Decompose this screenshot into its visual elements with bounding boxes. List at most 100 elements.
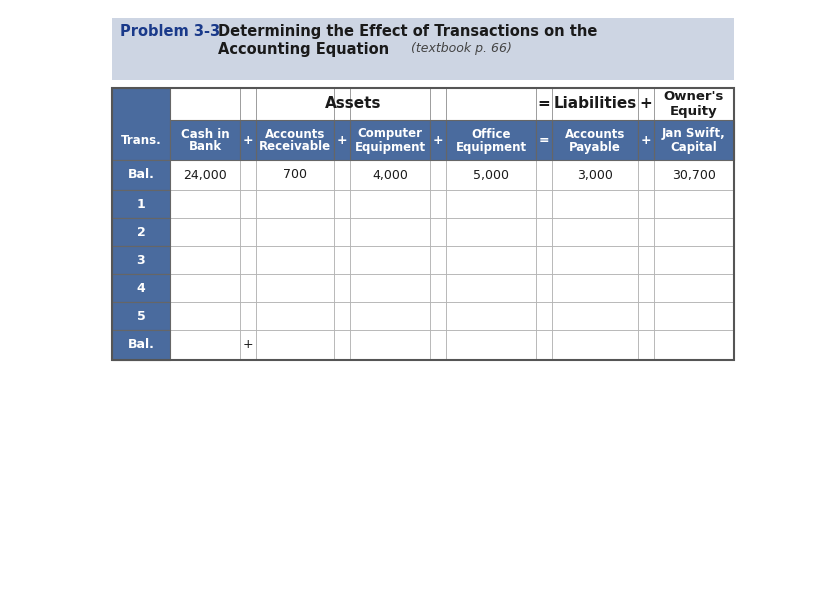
Bar: [112, 274, 170, 302]
Bar: [170, 302, 240, 330]
Bar: [170, 160, 240, 190]
Text: Determining the Effect of Transactions on the: Determining the Effect of Transactions o…: [218, 24, 596, 39]
Bar: [552, 246, 638, 274]
Bar: [446, 302, 535, 330]
Bar: [112, 18, 733, 80]
Text: +: +: [242, 338, 253, 351]
Bar: [429, 88, 446, 120]
Bar: [446, 218, 535, 246]
Bar: [350, 330, 429, 360]
Text: =: =: [537, 96, 550, 112]
Bar: [333, 160, 350, 190]
Bar: [429, 246, 446, 274]
Bar: [112, 246, 170, 274]
Bar: [240, 302, 256, 330]
Bar: [638, 218, 653, 246]
Bar: [429, 190, 446, 218]
Bar: [653, 218, 733, 246]
Bar: [446, 190, 535, 218]
Bar: [638, 302, 653, 330]
Bar: [446, 160, 535, 190]
Text: 30,700: 30,700: [672, 168, 715, 182]
Bar: [350, 120, 429, 160]
Text: =: =: [538, 133, 548, 147]
Bar: [429, 330, 446, 360]
Text: 5,000: 5,000: [472, 168, 509, 182]
Bar: [653, 190, 733, 218]
Bar: [240, 88, 256, 120]
Text: 700: 700: [283, 168, 307, 182]
Bar: [112, 88, 733, 360]
Bar: [535, 190, 552, 218]
Bar: [446, 330, 535, 360]
Bar: [256, 330, 333, 360]
Bar: [653, 160, 733, 190]
Bar: [170, 246, 240, 274]
Bar: [112, 160, 170, 190]
Bar: [552, 190, 638, 218]
Bar: [333, 120, 350, 160]
Text: Assets: Assets: [324, 96, 380, 112]
Bar: [170, 120, 240, 160]
Text: Receivable: Receivable: [259, 141, 331, 154]
Bar: [653, 330, 733, 360]
Bar: [170, 88, 240, 120]
Bar: [552, 302, 638, 330]
Bar: [240, 120, 256, 160]
Text: 5: 5: [136, 309, 146, 322]
Text: Accounts: Accounts: [564, 128, 624, 141]
Bar: [333, 88, 350, 120]
Text: Cash in: Cash in: [180, 128, 229, 141]
Bar: [240, 246, 256, 274]
Bar: [333, 274, 350, 302]
Bar: [535, 160, 552, 190]
Text: Liabilities: Liabilities: [552, 96, 636, 112]
Bar: [170, 330, 240, 360]
Bar: [256, 190, 333, 218]
Bar: [256, 88, 333, 120]
Text: Accounts: Accounts: [265, 128, 325, 141]
Bar: [333, 190, 350, 218]
Text: Equipment: Equipment: [455, 141, 526, 154]
Bar: [256, 246, 333, 274]
Bar: [429, 120, 446, 160]
Text: Computer: Computer: [357, 128, 422, 141]
Bar: [446, 120, 535, 160]
Bar: [535, 88, 552, 120]
Bar: [240, 160, 256, 190]
Bar: [535, 330, 552, 360]
Text: +: +: [640, 133, 651, 147]
Text: 2: 2: [136, 225, 146, 238]
Text: Payable: Payable: [568, 141, 620, 154]
Bar: [112, 218, 170, 246]
Bar: [240, 190, 256, 218]
Text: Equipment: Equipment: [354, 141, 425, 154]
Text: +: +: [638, 96, 652, 112]
Bar: [112, 302, 170, 330]
Bar: [112, 88, 170, 160]
Bar: [170, 190, 240, 218]
Bar: [350, 160, 429, 190]
Bar: [638, 274, 653, 302]
Bar: [429, 218, 446, 246]
Bar: [240, 274, 256, 302]
Text: Bank: Bank: [189, 141, 222, 154]
Text: Owner's
Equity: Owner's Equity: [663, 90, 724, 119]
Bar: [256, 160, 333, 190]
Bar: [638, 160, 653, 190]
Bar: [333, 302, 350, 330]
Bar: [350, 246, 429, 274]
Text: (textbook p. 66): (textbook p. 66): [403, 42, 511, 55]
Bar: [653, 88, 733, 120]
Bar: [552, 330, 638, 360]
Bar: [350, 88, 429, 120]
Bar: [333, 246, 350, 274]
Text: Office: Office: [471, 128, 510, 141]
Bar: [256, 218, 333, 246]
Bar: [429, 160, 446, 190]
Bar: [170, 218, 240, 246]
Bar: [535, 120, 552, 160]
Bar: [350, 190, 429, 218]
Bar: [333, 330, 350, 360]
Bar: [638, 88, 653, 120]
